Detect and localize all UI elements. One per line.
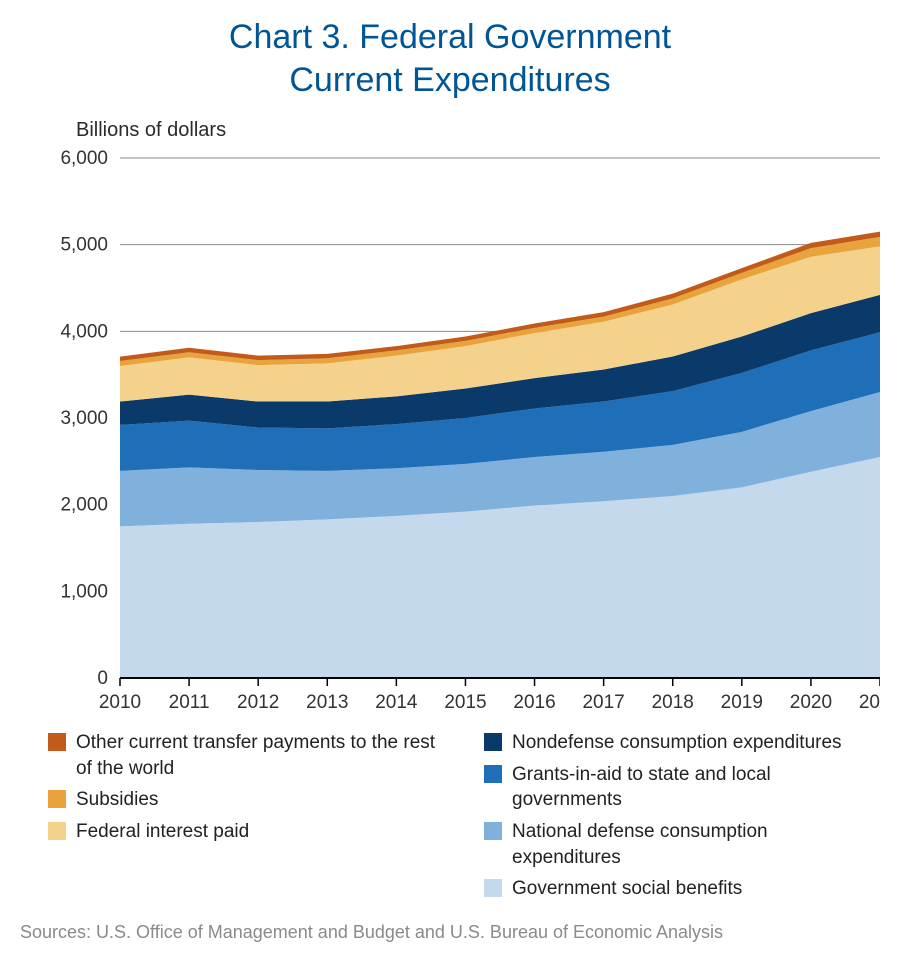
legend-swatch — [48, 790, 66, 808]
legend-item-interest: Federal interest paid — [48, 819, 444, 845]
x-tick-label: 2016 — [513, 692, 555, 708]
x-tick-label: 2013 — [306, 692, 348, 708]
legend-label: Grants-in-aid to state and local governm… — [512, 762, 880, 813]
legend-item-subsidies: Subsidies — [48, 787, 444, 813]
y-tick-label: 2,000 — [60, 495, 108, 516]
chart-title-line2: Current Expenditures — [289, 61, 610, 99]
legend-swatch — [48, 733, 66, 751]
y-tick-label: 6,000 — [60, 148, 108, 169]
legend: Other current transfer payments to the r… — [48, 730, 880, 908]
y-tick-label: 1,000 — [60, 581, 108, 602]
legend-item-nondefense: Nondefense consumption expenditures — [484, 730, 880, 756]
legend-item-grants: Grants-in-aid to state and local governm… — [484, 762, 880, 813]
x-tick-label: 2012 — [237, 692, 279, 708]
legend-swatch — [484, 733, 502, 751]
x-tick-label: 2011 — [169, 692, 210, 708]
x-tick-label: 2019 — [721, 692, 763, 708]
legend-label: Government social benefits — [512, 876, 742, 902]
x-tick-label: 2018 — [652, 692, 694, 708]
legend-label: Subsidies — [76, 787, 158, 813]
legend-swatch — [484, 822, 502, 840]
y-tick-label: 5,000 — [60, 235, 108, 256]
chart-svg: 0 1,000 2,000 3,000 4,000 5,000 6,000 2010 2011 2… — [20, 148, 880, 708]
legend-swatch — [484, 765, 502, 783]
legend-swatch — [48, 822, 66, 840]
legend-item-other_transfers: Other current transfer payments to the r… — [48, 730, 444, 781]
sources-footer: Sources: U.S. Office of Management and B… — [20, 922, 880, 943]
stacked-area-chart: 0 1,000 2,000 3,000 4,000 5,000 6,000 2010 2011 2… — [20, 148, 880, 708]
legend-swatch — [484, 879, 502, 897]
legend-col-right: Nondefense consumption expenditures Grant… — [484, 730, 880, 908]
legend-label: Other current transfer payments to the r… — [76, 730, 444, 781]
legend-col-left: Other current transfer payments to the r… — [48, 730, 444, 908]
y-axis-label: Billions of dollars — [76, 119, 880, 142]
x-tick-label: 2017 — [582, 692, 624, 708]
chart-title: Chart 3. Federal Government Current Expe… — [20, 16, 880, 101]
y-tick-label: 3,000 — [60, 408, 108, 429]
legend-label: National defense consumption expenditure… — [512, 819, 880, 870]
y-tick-label: 0 — [97, 668, 108, 689]
x-tick-label: 2014 — [375, 692, 418, 708]
x-tick-label: 2021 — [859, 692, 880, 708]
legend-label: Nondefense consumption expenditures — [512, 730, 842, 756]
x-tick-label: 2010 — [99, 692, 141, 708]
chart-title-line1: Chart 3. Federal Government — [229, 18, 671, 56]
legend-label: Federal interest paid — [76, 819, 249, 845]
legend-item-defense: National defense consumption expenditure… — [484, 819, 880, 870]
y-tick-label: 4,000 — [60, 321, 108, 342]
x-tick-label: 2020 — [790, 692, 832, 708]
x-tick-label: 2015 — [444, 692, 486, 708]
legend-item-social_benefits: Government social benefits — [484, 876, 880, 902]
